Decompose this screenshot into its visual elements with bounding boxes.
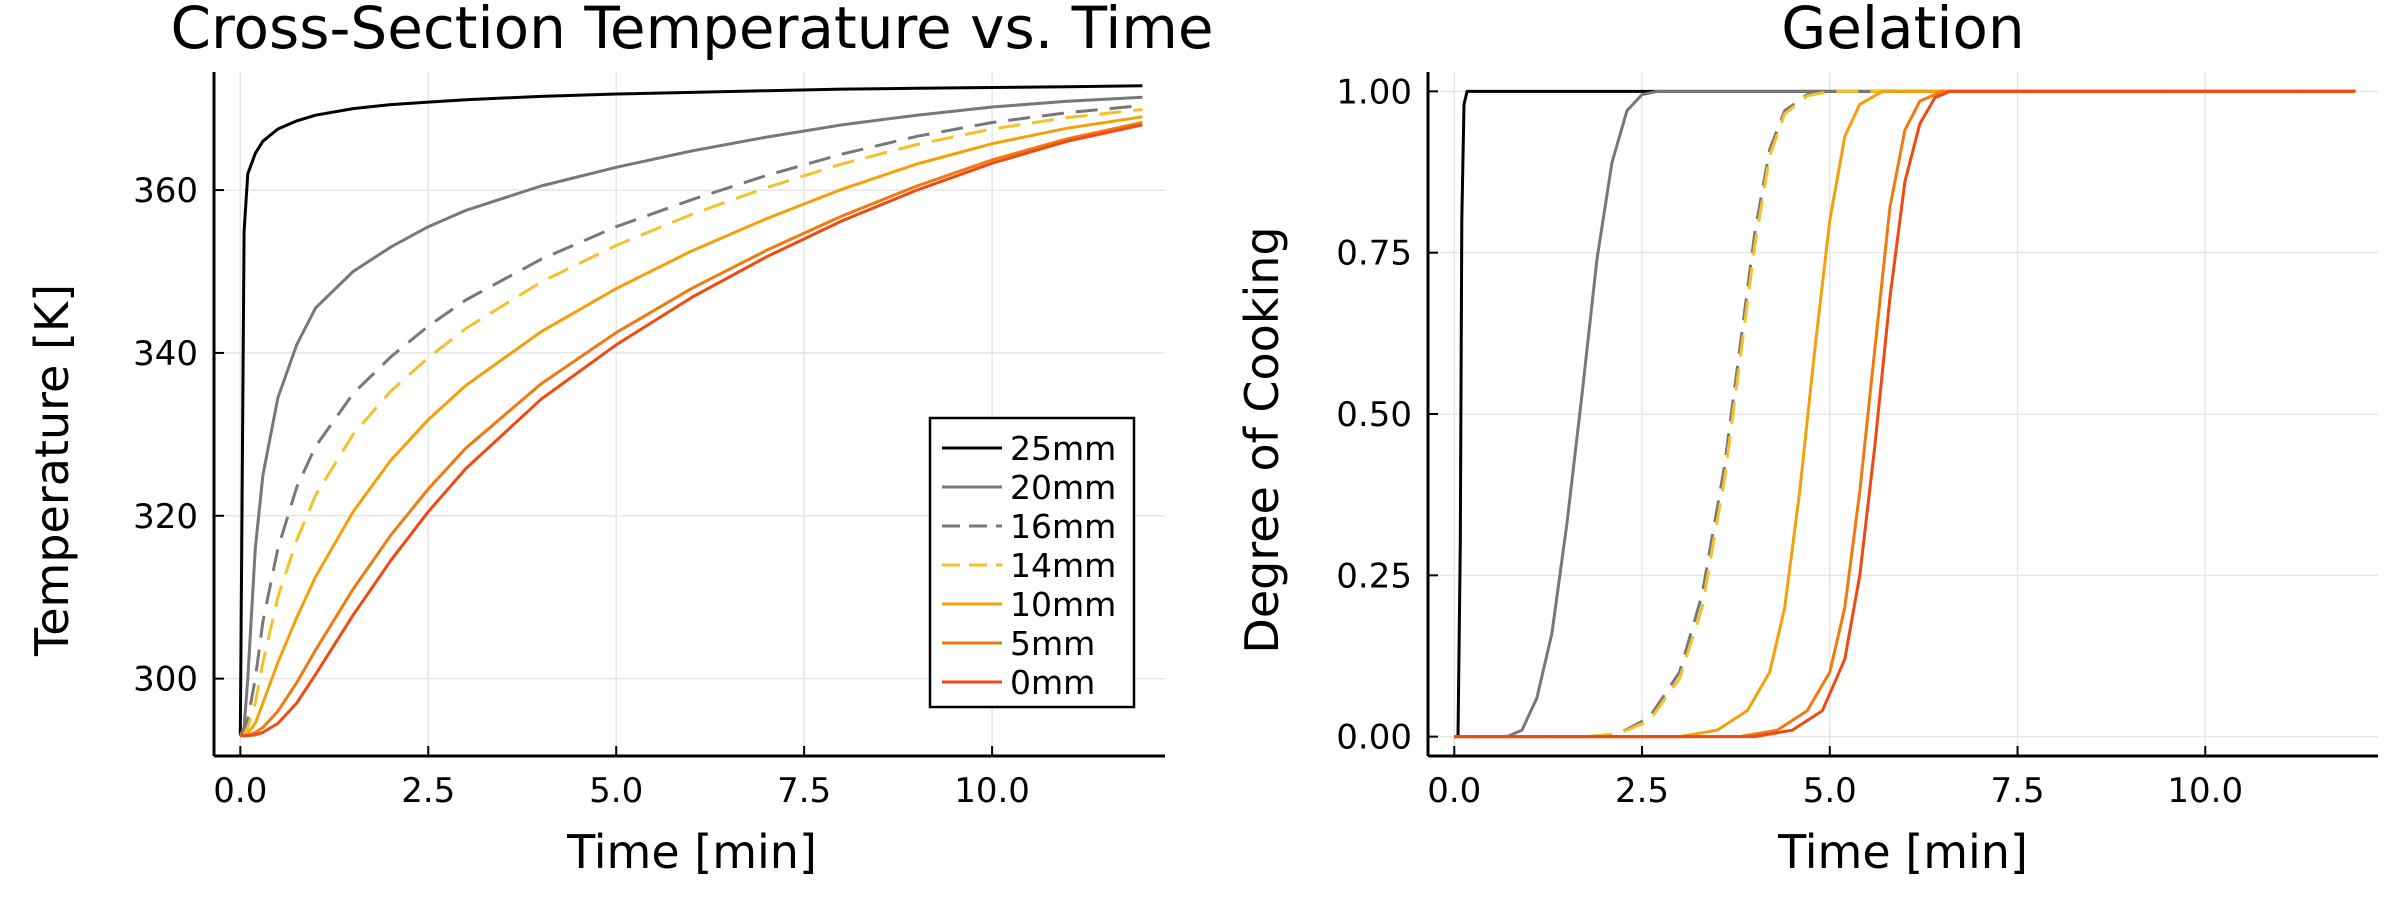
y-tick-label: 320 <box>133 497 198 537</box>
series-line-14mm <box>239 108 1143 738</box>
series-line-20mm <box>1454 89 2356 739</box>
gelation-chart: Gelation 0.0 2.5 5.0 7.5 10.0 0.00 0.25 0.50 0.7… <box>1235 0 2378 879</box>
gelation-chart-ylabel: Degree of Cooking <box>1235 226 1289 653</box>
series-line-5mm <box>240 121 1143 738</box>
series-line-25mm <box>238 84 1143 736</box>
series-line-5mm <box>1454 89 2356 739</box>
gelation-chart-grid <box>1428 72 2378 756</box>
legend-label: 20mm <box>1010 468 1116 507</box>
temperature-chart: Cross-Section Temperature vs. Time 0.0 2.… <box>25 0 1214 879</box>
series-line-10mm <box>240 115 1143 738</box>
x-tick-label: 2.5 <box>401 771 455 811</box>
y-tick-label: 0.75 <box>1336 234 1412 274</box>
y-tick-label: 0.50 <box>1336 395 1412 435</box>
x-tick-label: 10.0 <box>954 771 1030 811</box>
series-line-20mm <box>238 95 1143 737</box>
temperature-chart-xlabel: Time [min] <box>566 825 817 879</box>
gelation-chart-ticks: 0.0 2.5 5.0 7.5 10.0 0.00 0.25 0.50 0.75 1.00 <box>1336 72 2243 811</box>
y-tick-label: 300 <box>133 660 198 700</box>
x-tick-label: 7.5 <box>1990 771 2044 811</box>
legend-label: 10mm <box>1010 585 1116 624</box>
legend-label: 16mm <box>1010 507 1116 546</box>
temperature-chart-grid <box>214 72 1165 756</box>
gelation-chart-series <box>1454 89 2356 739</box>
series-line-0mm <box>1454 89 2356 739</box>
series-line-16mm <box>239 103 1143 737</box>
x-tick-label: 2.5 <box>1615 771 1669 811</box>
y-tick-label: 340 <box>133 334 198 374</box>
x-tick-label: 5.0 <box>1803 771 1857 811</box>
temperature-chart-axes <box>212 72 1165 758</box>
x-tick-label: 10.0 <box>2167 771 2243 811</box>
series-line-0mm <box>240 123 1143 738</box>
legend-label: 14mm <box>1010 546 1116 585</box>
temperature-chart-series <box>238 84 1143 738</box>
x-tick-label: 0.0 <box>1427 771 1481 811</box>
legend-label: 0mm <box>1010 663 1095 702</box>
legend-label: 25mm <box>1010 429 1116 468</box>
y-tick-label: 1.00 <box>1336 72 1412 112</box>
series-line-14mm <box>1454 89 2356 739</box>
gelation-chart-xlabel: Time [min] <box>1777 825 2028 879</box>
y-tick-label: 360 <box>133 171 198 211</box>
legend-label: 5mm <box>1010 624 1095 663</box>
series-line-10mm <box>1454 89 2356 739</box>
x-tick-label: 0.0 <box>213 771 267 811</box>
gelation-chart-title: Gelation <box>1781 0 2024 62</box>
temperature-chart-title: Cross-Section Temperature vs. Time <box>170 0 1213 62</box>
gelation-chart-axes <box>1426 72 2378 758</box>
y-tick-label: 0.00 <box>1336 718 1412 758</box>
temperature-chart-ticks: 0.0 2.5 5.0 7.5 10.0 300 320 340 360 <box>133 171 1030 811</box>
legend-box <box>928 416 1136 709</box>
x-tick-label: 7.5 <box>777 771 831 811</box>
temperature-chart-ylabel: Temperature [K] <box>25 284 79 657</box>
x-tick-label: 5.0 <box>589 771 643 811</box>
y-tick-label: 0.25 <box>1336 556 1412 596</box>
